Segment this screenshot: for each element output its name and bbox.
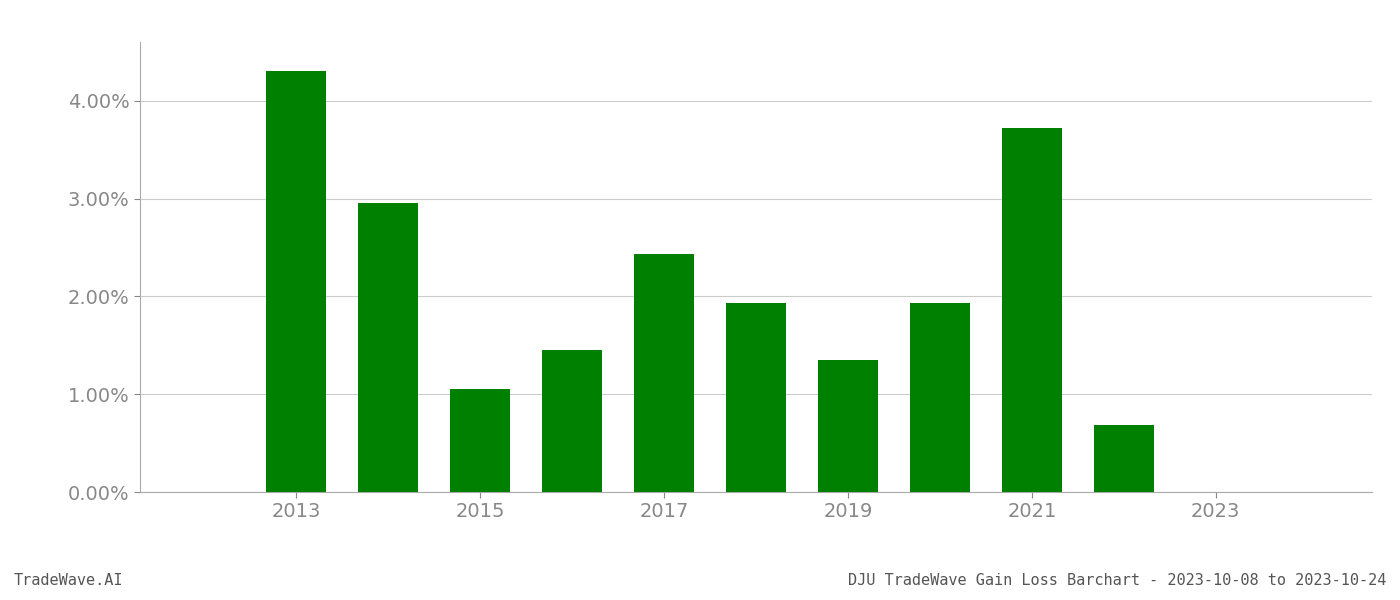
Bar xyxy=(910,303,970,492)
Bar xyxy=(542,350,602,492)
Bar xyxy=(358,203,419,492)
Bar xyxy=(818,360,878,492)
Text: DJU TradeWave Gain Loss Barchart - 2023-10-08 to 2023-10-24: DJU TradeWave Gain Loss Barchart - 2023-… xyxy=(847,573,1386,588)
Bar xyxy=(266,71,326,492)
Text: TradeWave.AI: TradeWave.AI xyxy=(14,573,123,588)
Bar xyxy=(1002,128,1061,492)
Bar xyxy=(727,303,785,492)
Bar xyxy=(634,254,694,492)
Bar xyxy=(451,389,510,492)
Bar xyxy=(1093,425,1154,492)
